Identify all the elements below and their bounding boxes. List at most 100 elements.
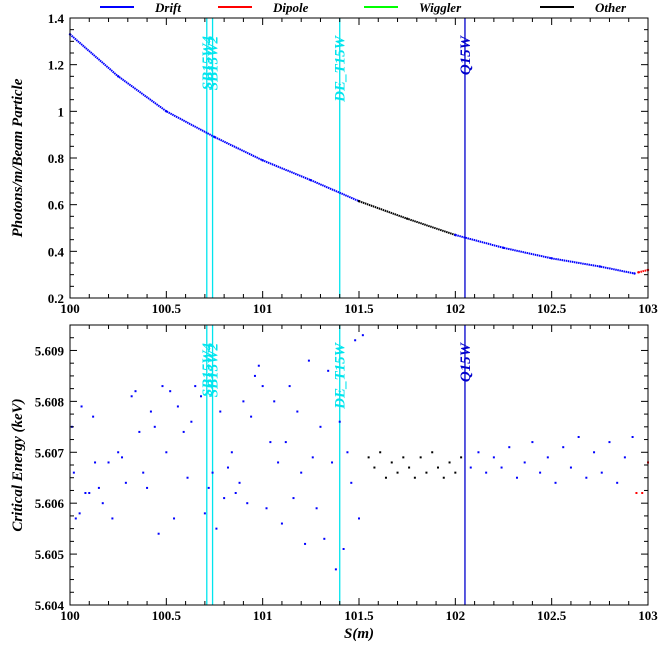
bottom-y-tick-label: 5.606: [35, 496, 65, 511]
bottom-point-drift-0-28: [176, 405, 179, 408]
bottom-y-tick-label: 5.608: [35, 394, 65, 409]
bottom-point-drift-0-44: [242, 400, 245, 403]
bottom-x-tick-label: 102.5: [537, 608, 567, 623]
bottom-point-drift-0-66: [327, 369, 330, 372]
bottom-point-drift-0-24: [161, 385, 164, 388]
bottom-point-drift-0-63: [315, 507, 318, 510]
top-series-drift-2: [455, 234, 635, 275]
bottom-point-drift-0-2: [74, 517, 77, 520]
legend-label-wiggler: Wiggler: [419, 0, 462, 15]
bottom-point-drift-0-48: [257, 364, 260, 367]
bottom-point-other-1-13: [442, 476, 445, 479]
bottom-point-drift-0-23: [157, 532, 160, 535]
bottom-point-drift-0-32: [194, 385, 197, 388]
bottom-point-drift-0-42: [234, 492, 237, 494]
bottom-y-tick-label: 5.607: [35, 445, 65, 460]
bottom-point-other-1-6: [402, 456, 405, 459]
bottom-point-other-1-8: [413, 476, 416, 479]
top-point-drift-2-0: [454, 233, 457, 237]
bottom-point-drift-0-52: [273, 400, 276, 403]
bottom-point-drift-0-55: [284, 441, 287, 444]
bottom-point-drift-0-5: [84, 492, 87, 494]
bottom-point-drift-0-67: [331, 461, 334, 464]
bottom-point-drift-0-65: [323, 537, 326, 540]
bottom-point-drift-0-43: [238, 481, 241, 484]
bottom-point-drift-2-12: [562, 446, 565, 449]
bottom-point-drift-0-7: [92, 415, 95, 418]
top-y-tick-label: 0.8: [48, 151, 65, 166]
bottom-point-drift-0-25: [165, 451, 168, 454]
bottom-point-drift-0-49: [261, 385, 264, 388]
bottom-point-drift-2-1: [477, 451, 480, 454]
bottom-point-drift-2-17: [600, 471, 603, 474]
bottom-point-drift-2-4: [500, 466, 503, 469]
bottom-point-other-1-4: [390, 461, 393, 464]
bottom-point-drift-2-21: [631, 436, 634, 438]
top-marker-label-de_t15w: DE_T15W: [333, 34, 349, 103]
bottom-point-drift-2-14: [577, 436, 580, 438]
bottom-point-drift-0-53: [277, 461, 280, 464]
bottom-point-drift-2-6: [515, 476, 518, 479]
bottom-point-drift-2-16: [593, 451, 596, 454]
bottom-point-drift-0-36: [211, 471, 214, 474]
top-series-dipole-3: [638, 269, 649, 274]
top-point-drift-0-3: [213, 135, 216, 139]
bottom-marker-label-q15w: Q15W: [458, 341, 474, 382]
bottom-point-drift-0-33: [200, 395, 203, 398]
top-y-tick-label: 1: [58, 104, 65, 119]
bottom-point-drift-0-9: [97, 486, 100, 489]
bottom-point-other-1-1: [373, 466, 376, 469]
bottom-point-other-1-14: [448, 461, 451, 464]
bottom-point-drift-0-37: [215, 527, 218, 530]
bottom-point-drift-0-15: [124, 481, 127, 484]
top-marker-label-sb15w2: SB15W2: [206, 36, 222, 91]
top-point-dipole-3-0: [637, 271, 640, 274]
bottom-point-dipole-3-0: [635, 492, 638, 494]
bottom-x-tick-label: 101: [253, 608, 273, 623]
legend-label-other: Other: [595, 0, 627, 15]
bottom-point-drift-0-50: [265, 507, 268, 510]
bottom-point-drift-0-39: [223, 497, 226, 500]
bottom-point-drift-0-45: [246, 502, 249, 505]
bottom-point-other-1-3: [384, 476, 387, 479]
top-marker-label-sb15w4: SB15W4: [200, 36, 216, 91]
legend: Drift Dipole Wiggler Other: [100, 0, 627, 15]
bottom-point-other-1-11: [431, 451, 434, 454]
bottom-point-drift-0-40: [226, 466, 229, 469]
bottom-point-drift-0-11: [107, 461, 110, 464]
top-point-drift-2-2: [550, 257, 553, 260]
bottom-point-drift-0-56: [288, 385, 291, 388]
bottom-point-drift-0-61: [307, 359, 310, 362]
bottom-point-drift-0-73: [354, 339, 357, 342]
top-point-drift-2-4: [633, 272, 636, 275]
legend-label-dipole: Dipole: [272, 0, 309, 15]
bottom-x-tick-label: 103: [638, 608, 658, 623]
bottom-point-drift-2-20: [623, 456, 626, 459]
bottom-point-other-1-7: [408, 466, 411, 469]
top-y-tick-label: 0.2: [48, 291, 64, 306]
bottom-marker-label-de_t15w: DE_T15W: [333, 341, 349, 410]
bottom-point-drift-2-0: [469, 466, 472, 469]
bottom-point-drift-0-51: [269, 441, 272, 444]
x-axis-title: S(m): [344, 626, 374, 642]
bottom-point-drift-0-47: [253, 374, 256, 377]
top-point-drift-0-2: [165, 110, 168, 113]
bottom-point-drift-0-17: [134, 390, 137, 393]
top-y-axis-title: Photons/m/Beam Particle: [10, 78, 26, 237]
bottom-point-drift-0-34: [203, 512, 206, 515]
bottom-point-drift-0-59: [300, 471, 303, 474]
top-point-drift-2-3: [598, 265, 602, 268]
top-y-tick-label: 1.4: [48, 11, 65, 26]
legend-label-drift: Drift: [154, 0, 181, 15]
bottom-point-other-1-15: [454, 471, 457, 474]
top-point-drift-0-1: [116, 75, 120, 78]
bottom-point-drift-0-35: [207, 486, 210, 489]
bottom-point-drift-0-69: [338, 420, 341, 423]
bottom-point-drift-0-46: [250, 415, 253, 418]
bottom-point-drift-0-41: [230, 451, 233, 454]
bottom-point-drift-2-18: [608, 441, 611, 444]
bottom-point-drift-0-26: [169, 390, 172, 393]
bottom-point-drift-2-19: [616, 481, 619, 484]
bottom-point-drift-0-58: [296, 410, 299, 413]
